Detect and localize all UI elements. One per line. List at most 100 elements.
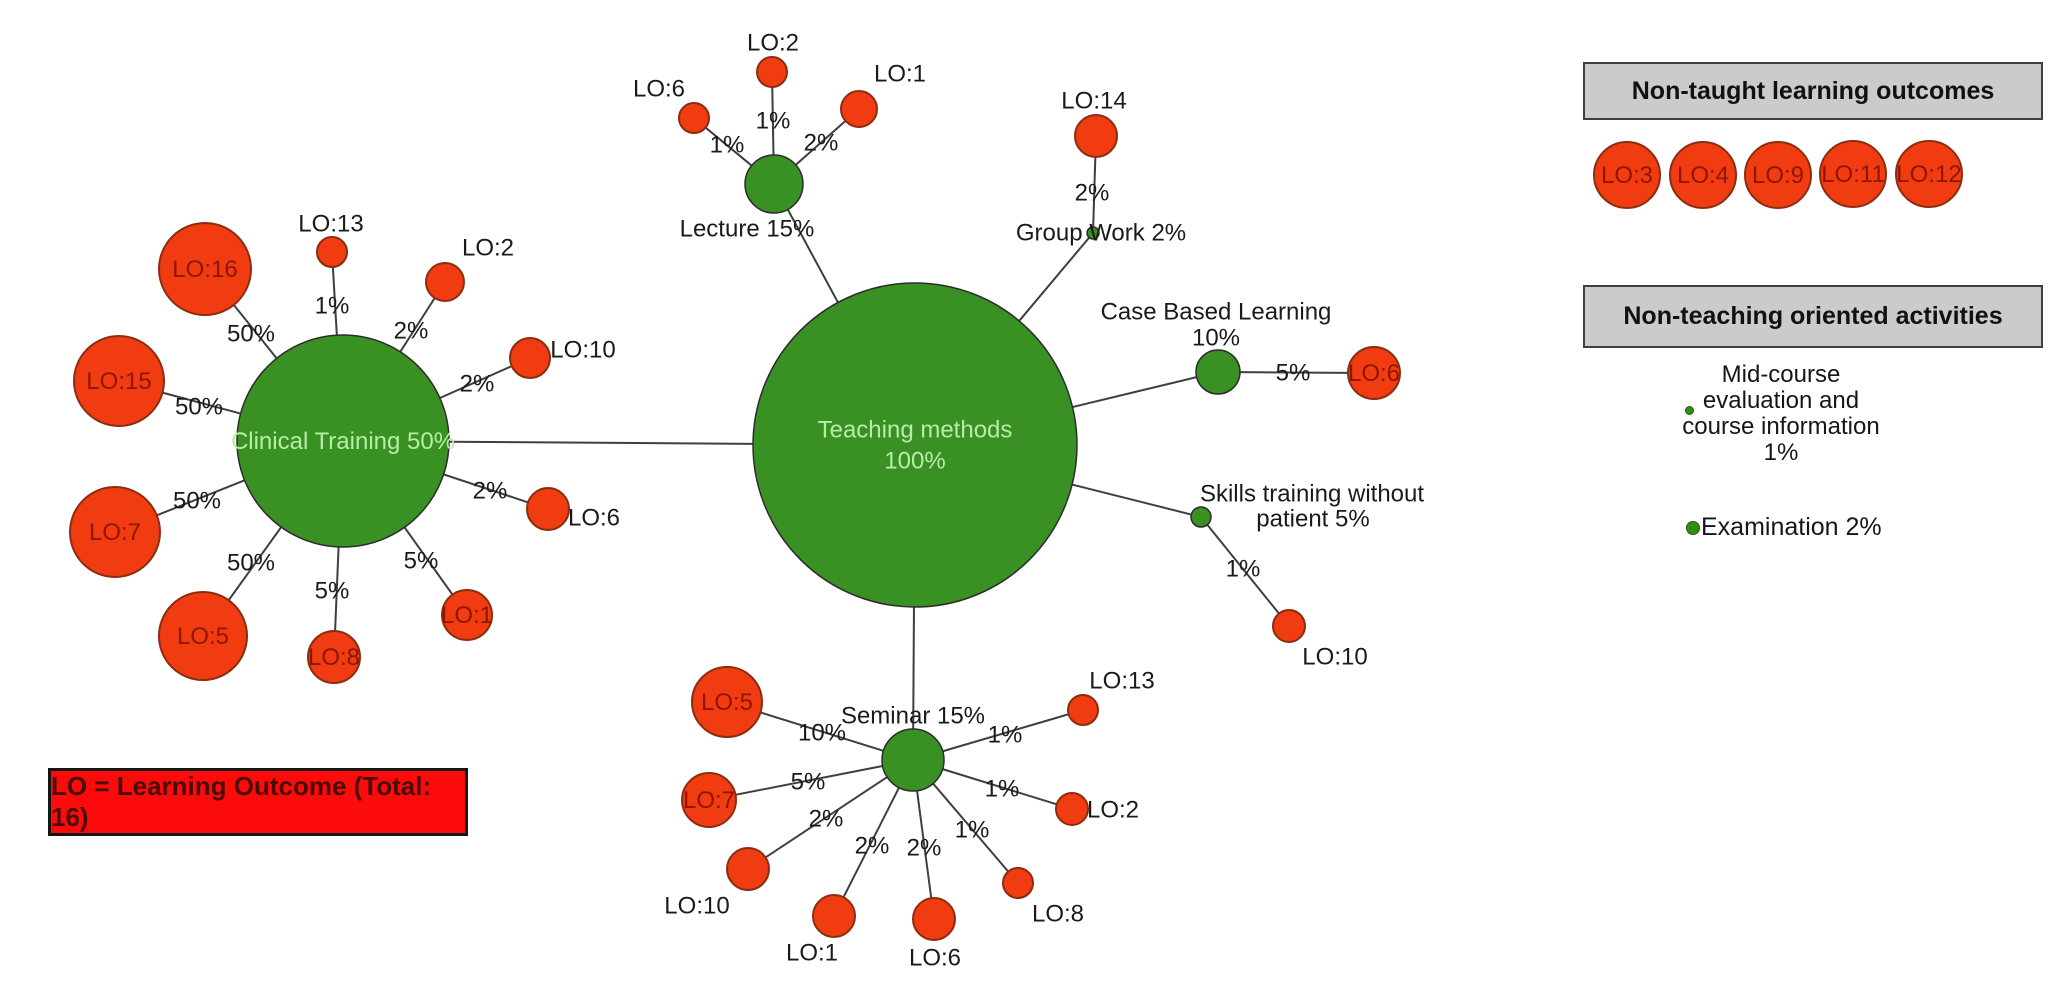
node-label-sem5: LO:5 [701,689,753,716]
node-teaching [752,282,1078,608]
edge-seminar-sem1 [842,787,900,898]
graph-label: LO:6 [633,76,685,103]
node-lec6 [678,102,710,134]
edge-label: 1% [710,132,745,159]
edge-label: 2% [907,835,942,862]
node-sem1 [812,894,856,938]
edge-teaching-seminar [912,606,915,730]
midcourse-dot-icon [1685,406,1694,415]
edge-clinical-cl1 [403,526,454,596]
node-cl6 [526,487,570,531]
node-cbl [1195,349,1241,395]
graph-label: 10% [1192,325,1240,352]
node-cl2 [425,262,465,302]
edge-label: 1% [1226,556,1261,583]
edge-label: 2% [473,478,508,505]
edge-label: 1% [756,108,791,135]
graph-label: LO:10 [550,337,615,364]
graph-label: LO:13 [1089,668,1154,695]
edge-label: 50% [227,550,275,577]
node-nt3 [1593,141,1661,209]
node-cl8 [307,630,361,684]
examination-dot-icon [1686,520,1700,535]
node-clinical [236,334,450,548]
edge-label: 50% [173,488,221,515]
graph-label: LO:1 [786,940,838,967]
graph-label: patient 5% [1256,506,1369,533]
edge-label: 2% [855,833,890,860]
edge-seminar-sem10 [764,776,888,859]
edge-cbl-cbl6 [1239,371,1349,374]
legend-label: LO = Learning Outcome (Total: 16) [51,771,432,832]
node-label-cbl6: LO:6 [1348,360,1400,387]
edge-seminar-sem13 [942,713,1069,753]
node-label-cl7: LO:7 [89,519,141,546]
graph-label: LO:8 [1032,901,1084,928]
edge-label: 2% [804,130,839,157]
node-nt9 [1744,141,1812,209]
node-nt11 [1819,140,1887,208]
graph-label: LO:6 [568,505,620,532]
node-cl16 [158,222,252,316]
edge-clinical-cl2 [399,297,436,353]
graph-label: LO:1 [874,61,926,88]
node-cl13 [316,236,348,268]
edge-clinical-teaching [448,440,754,445]
node-sem7 [681,772,737,828]
graph-label: Case Based Learning [1101,299,1332,326]
graph-label: LO:13 [298,211,363,238]
edge-clinical-cl5 [227,526,282,601]
edge-teaching-skills [1071,483,1192,516]
node-sem6 [912,897,956,941]
node-sem8 [1002,867,1034,899]
edge-clinical-cl13 [331,266,338,336]
node-label-nt9: LO:9 [1752,162,1804,189]
edge-teaching-cbl [1072,376,1197,409]
edge-seminar-sem7 [735,764,883,796]
node-lec2 [756,56,788,88]
edge-label: 1% [988,722,1023,749]
node-label-nt3: LO:3 [1601,162,1653,189]
edge-label: 2% [394,318,429,345]
edge-lecture-lec1 [795,120,847,166]
edge-teaching-lecture [786,209,839,303]
edge-seminar-sem2 [942,768,1058,806]
edge-lecture-lec2 [771,86,775,156]
edge-label: 2% [460,371,495,398]
edge-label: 50% [227,321,275,348]
node-label-cl5: LO:5 [177,623,229,650]
activity-midcourse-line: Mid-course [1721,361,1841,388]
edge-seminar-sem5 [760,711,884,752]
edge-label: 1% [955,817,990,844]
node-groupwork [1086,226,1100,240]
node-sem13 [1067,694,1099,726]
graph-label: LO:14 [1061,88,1126,115]
edge-teaching-groupwork [1018,236,1090,322]
node-label-cl16: LO:16 [172,256,237,283]
node-label-cl15: LO:15 [86,368,151,395]
node-cl15 [73,335,165,427]
node-nt12 [1895,140,1963,208]
node-cl1 [441,589,493,641]
node-cl5 [158,591,248,681]
node-label-nt11: LO:11 [1821,161,1885,188]
edge-label: 10% [798,720,846,747]
graph-label: LO:10 [1302,644,1367,671]
non-teaching-header: Non-teaching oriented activities [1583,285,2043,348]
graph-label: LO:2 [1087,797,1139,824]
node-lec1 [840,90,878,128]
graph-label: LO:10 [664,893,729,920]
edge-label: 2% [1075,180,1110,207]
activity-midcourse-line: evaluation and [1702,387,1860,414]
node-sem2 [1055,792,1089,826]
node-label-nt4: LO:4 [1677,162,1729,189]
edge-label: 5% [1276,360,1311,387]
node-nt4 [1669,141,1737,209]
legend-box: LO = Learning Outcome (Total: 16) [48,768,468,836]
edge-label: 5% [791,769,826,796]
edge-label: 5% [315,578,350,605]
edge-clinical-cl8 [334,546,340,632]
node-label-clinical: Clinical Training 50% [231,428,455,455]
